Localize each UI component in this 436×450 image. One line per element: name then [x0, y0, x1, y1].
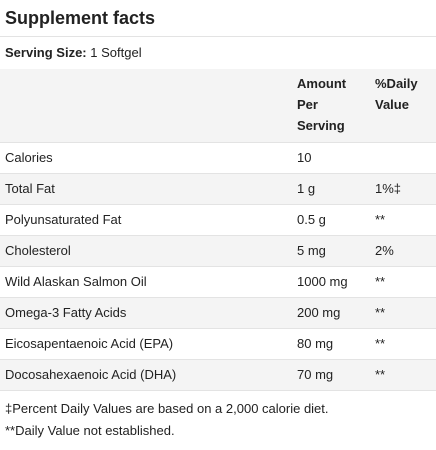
table-row: Total Fat 1 g 1%‡ — [0, 173, 436, 204]
table-row: Calories 10 — [0, 142, 436, 173]
nutrient-daily-value: ** — [375, 274, 386, 289]
nutrient-daily-value: ** — [375, 305, 386, 320]
divider — [0, 36, 436, 37]
nutrient-daily-value: 2% — [375, 243, 394, 258]
nutrient-amount: 200 mg — [297, 305, 341, 320]
table-header-row: Amount Per Serving %Daily Value — [0, 69, 436, 142]
serving-size-value: 1 Softgel — [90, 45, 142, 60]
nutrient-name: Eicosapentaenoic Acid (EPA) — [5, 336, 174, 351]
nutrient-name: Calories — [5, 150, 53, 165]
table-row: Wild Alaskan Salmon Oil 1000 mg ** — [0, 266, 436, 297]
nutrient-amount: 10 — [297, 150, 312, 165]
nutrient-name: Omega-3 Fatty Acids — [5, 305, 127, 320]
serving-size: Serving Size: 1 Softgel — [0, 37, 436, 69]
header-daily-value: %Daily Value — [375, 76, 418, 112]
header-amount-per-serving: Amount Per Serving — [297, 76, 347, 133]
nutrient-amount: 5 mg — [297, 243, 326, 258]
nutrient-daily-value: ** — [375, 212, 386, 227]
header-nutrient — [0, 69, 292, 142]
table-row: Cholesterol 5 mg 2% — [0, 235, 436, 266]
nutrient-amount: 80 mg — [297, 336, 334, 351]
panel-title: Supplement facts — [5, 8, 156, 28]
nutrient-daily-value — [370, 142, 436, 173]
table-row: Polyunsaturated Fat 0.5 g ** — [0, 204, 436, 235]
table-row: Eicosapentaenoic Acid (EPA) 80 mg ** — [0, 328, 436, 359]
serving-size-label: Serving Size: — [5, 45, 87, 60]
footnotes: ‡Percent Daily Values are based on a 2,0… — [0, 391, 436, 442]
footnote-not-established: **Daily Value not established. — [5, 422, 175, 438]
nutrient-name: Cholesterol — [5, 243, 71, 258]
table-row: Docosahexaenoic Acid (DHA) 70 mg ** — [0, 359, 436, 390]
table-row: Omega-3 Fatty Acids 200 mg ** — [0, 297, 436, 328]
nutrient-daily-value: 1%‡ — [375, 181, 402, 196]
nutrient-amount: 1 g — [297, 181, 316, 196]
nutrient-amount: 70 mg — [297, 367, 334, 382]
nutrient-daily-value: ** — [375, 367, 386, 382]
footnote-daily-values: ‡Percent Daily Values are based on a 2,0… — [5, 400, 329, 416]
nutrient-name: Total Fat — [5, 181, 55, 196]
nutrient-daily-value: ** — [375, 336, 386, 351]
nutrient-amount: 1000 mg — [297, 274, 348, 289]
nutrient-name: Polyunsaturated Fat — [5, 212, 122, 227]
nutrient-name: Docosahexaenoic Acid (DHA) — [5, 367, 177, 382]
nutrient-name: Wild Alaskan Salmon Oil — [5, 274, 147, 289]
facts-table: Amount Per Serving %Daily Value Calories… — [0, 69, 436, 391]
nutrient-amount: 0.5 g — [297, 212, 326, 227]
